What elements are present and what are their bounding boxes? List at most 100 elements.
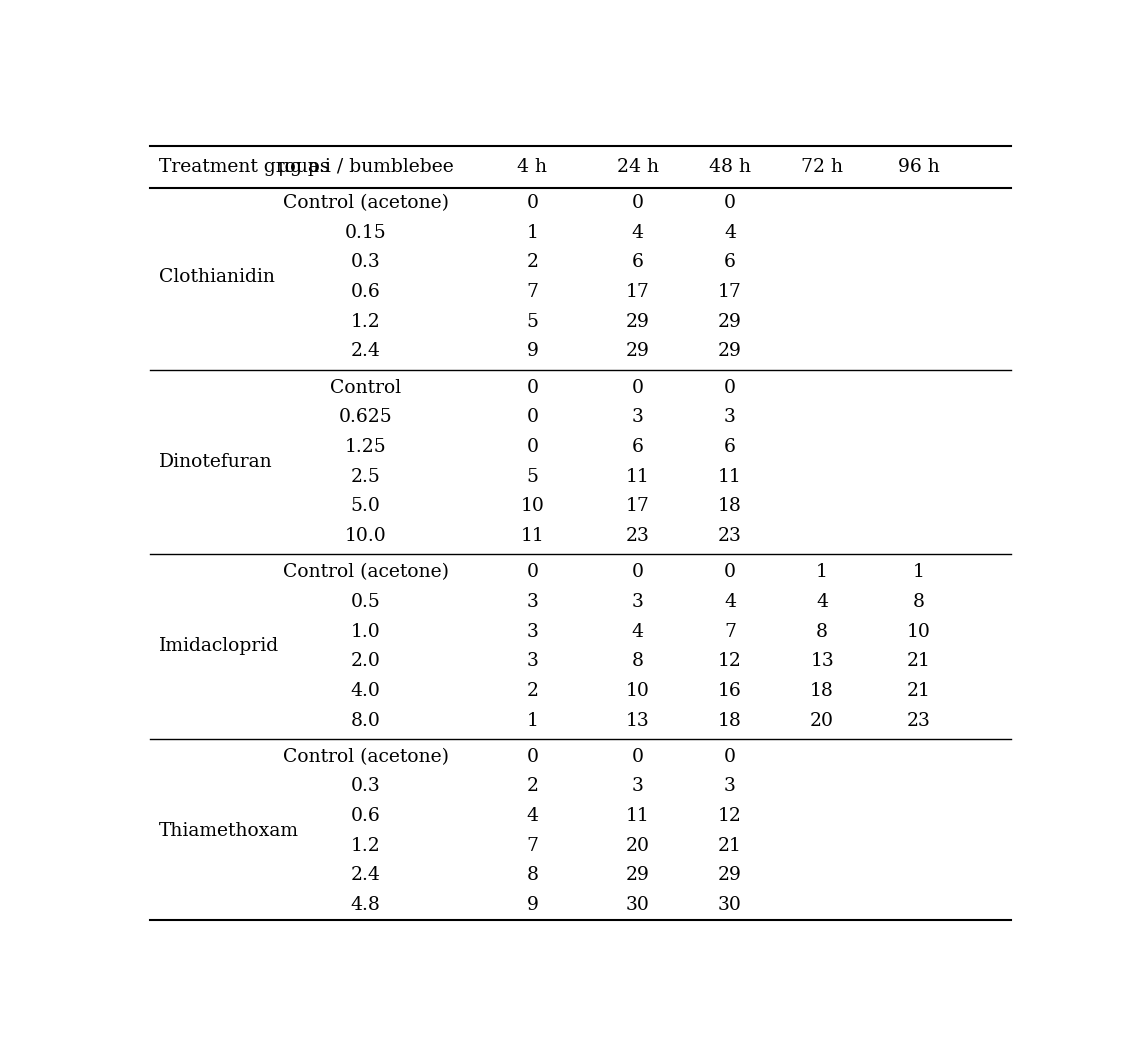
Text: 0: 0 [632, 748, 644, 765]
Text: 0: 0 [724, 194, 736, 212]
Text: 1: 1 [527, 224, 538, 242]
Text: 18: 18 [718, 498, 742, 516]
Text: 0: 0 [724, 748, 736, 765]
Text: 29: 29 [625, 313, 649, 331]
Text: 10: 10 [520, 498, 544, 516]
Text: 2: 2 [527, 777, 538, 796]
Text: 3: 3 [632, 777, 644, 796]
Text: 4: 4 [724, 224, 736, 242]
Text: 12: 12 [718, 807, 742, 825]
Text: Control: Control [330, 379, 401, 397]
Text: 4.0: 4.0 [350, 681, 381, 700]
Text: 23: 23 [906, 712, 930, 730]
Text: 8: 8 [632, 652, 644, 670]
Text: 0: 0 [632, 563, 644, 581]
Text: Thiamethoxam: Thiamethoxam [159, 822, 299, 840]
Text: 1.0: 1.0 [350, 623, 381, 640]
Text: 2.0: 2.0 [350, 652, 381, 670]
Text: Control (acetone): Control (acetone) [282, 748, 449, 765]
Text: 0: 0 [527, 379, 538, 397]
Text: 0.6: 0.6 [350, 807, 381, 825]
Text: 2: 2 [527, 681, 538, 700]
Text: 7: 7 [527, 284, 538, 301]
Text: 4: 4 [724, 593, 736, 611]
Text: 1: 1 [816, 563, 828, 581]
Text: 20: 20 [625, 837, 649, 855]
Text: 23: 23 [625, 527, 649, 545]
Text: 5: 5 [527, 313, 538, 331]
Text: 3: 3 [527, 593, 538, 611]
Text: 9: 9 [527, 896, 538, 915]
Text: 17: 17 [625, 284, 649, 301]
Text: 4.8: 4.8 [350, 896, 381, 915]
Text: 7: 7 [724, 623, 736, 640]
Text: 10: 10 [625, 681, 649, 700]
Text: 2.4: 2.4 [350, 866, 381, 884]
Text: 0: 0 [527, 563, 538, 581]
Text: 72 h: 72 h [801, 159, 843, 176]
Text: 0: 0 [724, 563, 736, 581]
Text: Clothianidin: Clothianidin [159, 269, 275, 287]
Text: 30: 30 [718, 896, 742, 915]
Text: 0.15: 0.15 [344, 224, 386, 242]
Text: 17: 17 [718, 284, 742, 301]
Text: 0.3: 0.3 [350, 253, 381, 272]
Text: 29: 29 [625, 866, 649, 884]
Text: 17: 17 [625, 498, 649, 516]
Text: 2.5: 2.5 [350, 467, 381, 486]
Text: 2: 2 [527, 253, 538, 272]
Text: 8.0: 8.0 [350, 712, 381, 730]
Text: 48 h: 48 h [709, 159, 751, 176]
Text: 3: 3 [632, 593, 644, 611]
Text: 96 h: 96 h [897, 159, 939, 176]
Text: 3: 3 [632, 408, 644, 426]
Text: 3: 3 [724, 408, 735, 426]
Text: 0: 0 [527, 194, 538, 212]
Text: 3: 3 [724, 777, 735, 796]
Text: 3: 3 [527, 652, 538, 670]
Text: 4: 4 [816, 593, 828, 611]
Text: 11: 11 [520, 527, 544, 545]
Text: 8: 8 [816, 623, 828, 640]
Text: 5.0: 5.0 [350, 498, 381, 516]
Text: 20: 20 [810, 712, 834, 730]
Text: 7: 7 [527, 837, 538, 855]
Text: 8: 8 [913, 593, 925, 611]
Text: 0.625: 0.625 [339, 408, 392, 426]
Text: 11: 11 [625, 807, 649, 825]
Text: 29: 29 [718, 866, 742, 884]
Text: 13: 13 [625, 712, 649, 730]
Text: 1.2: 1.2 [350, 837, 381, 855]
Text: Control (acetone): Control (acetone) [282, 194, 449, 212]
Text: 0: 0 [527, 438, 538, 456]
Text: 0: 0 [632, 379, 644, 397]
Text: Dinotefuran: Dinotefuran [159, 453, 273, 470]
Text: Control (acetone): Control (acetone) [282, 563, 449, 581]
Text: 1.25: 1.25 [344, 438, 386, 456]
Text: 21: 21 [906, 652, 930, 670]
Text: μg a.i / bumblebee: μg a.i / bumblebee [278, 159, 453, 176]
Text: 21: 21 [718, 837, 742, 855]
Text: 23: 23 [718, 527, 742, 545]
Text: 8: 8 [527, 866, 538, 884]
Text: 10: 10 [906, 623, 930, 640]
Text: 3: 3 [527, 623, 538, 640]
Text: 0: 0 [527, 408, 538, 426]
Text: 6: 6 [632, 438, 644, 456]
Text: 0: 0 [527, 748, 538, 765]
Text: 0: 0 [724, 379, 736, 397]
Text: 0.6: 0.6 [350, 284, 381, 301]
Text: 4: 4 [632, 224, 644, 242]
Text: 2.4: 2.4 [350, 342, 381, 360]
Text: 12: 12 [718, 652, 742, 670]
Text: 4: 4 [527, 807, 538, 825]
Text: 0.3: 0.3 [350, 777, 381, 796]
Text: 11: 11 [718, 467, 742, 486]
Text: 16: 16 [718, 681, 742, 700]
Text: 5: 5 [527, 467, 538, 486]
Text: 10.0: 10.0 [344, 527, 386, 545]
Text: Imidacloprid: Imidacloprid [159, 637, 280, 655]
Text: 29: 29 [718, 313, 742, 331]
Text: 1: 1 [527, 712, 538, 730]
Text: 6: 6 [632, 253, 644, 272]
